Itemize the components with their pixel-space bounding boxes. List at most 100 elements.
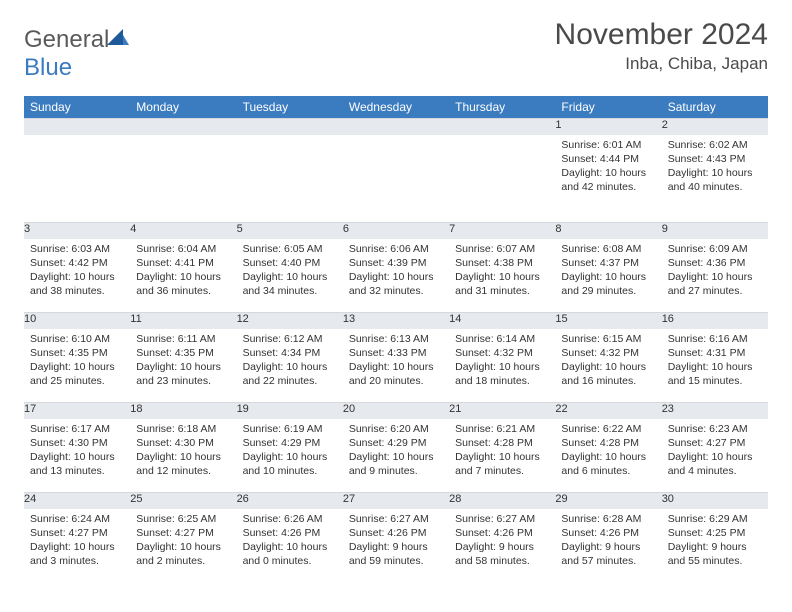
day-content: Sunrise: 6:07 AMSunset: 4:38 PMDaylight:… xyxy=(449,239,555,305)
day-content: Sunrise: 6:13 AMSunset: 4:33 PMDaylight:… xyxy=(343,329,449,395)
day-dl2: and 31 minutes. xyxy=(455,284,549,298)
day-sr: Sunrise: 6:22 AM xyxy=(561,422,655,436)
day-ss: Sunset: 4:30 PM xyxy=(136,436,230,450)
day-cell: Sunrise: 6:03 AMSunset: 4:42 PMDaylight:… xyxy=(24,239,130,313)
day-number: 5 xyxy=(237,223,343,239)
empty-day-number xyxy=(343,119,449,135)
day-dl1: Daylight: 10 hours xyxy=(30,360,124,374)
day-ss: Sunset: 4:37 PM xyxy=(561,256,655,270)
day-dl2: and 2 minutes. xyxy=(136,554,230,568)
logo-word1: General xyxy=(24,26,109,53)
day-dl1: Daylight: 10 hours xyxy=(668,270,762,284)
day-content: Sunrise: 6:22 AMSunset: 4:28 PMDaylight:… xyxy=(555,419,661,485)
day-number: 12 xyxy=(237,313,343,329)
empty-day-number xyxy=(24,119,130,135)
day-dl2: and 59 minutes. xyxy=(349,554,443,568)
day-dl1: Daylight: 10 hours xyxy=(561,450,655,464)
day-cell: Sunrise: 6:21 AMSunset: 4:28 PMDaylight:… xyxy=(449,419,555,493)
day-number: 22 xyxy=(555,403,661,419)
day-sr: Sunrise: 6:28 AM xyxy=(561,512,655,526)
day-cell: Sunrise: 6:20 AMSunset: 4:29 PMDaylight:… xyxy=(343,419,449,493)
empty-day-number xyxy=(237,119,343,135)
day-dl2: and 20 minutes. xyxy=(349,374,443,388)
day-dl1: Daylight: 10 hours xyxy=(349,270,443,284)
day-number: 16 xyxy=(662,313,768,329)
day-sr: Sunrise: 6:15 AM xyxy=(561,332,655,346)
day-dl1: Daylight: 10 hours xyxy=(243,360,337,374)
location: Inba, Chiba, Japan xyxy=(555,54,768,74)
day-sr: Sunrise: 6:13 AM xyxy=(349,332,443,346)
day-ss: Sunset: 4:28 PM xyxy=(455,436,549,450)
day-number: 28 xyxy=(449,493,555,509)
day-ss: Sunset: 4:27 PM xyxy=(30,526,124,540)
day-dl2: and 27 minutes. xyxy=(668,284,762,298)
day-dl2: and 34 minutes. xyxy=(243,284,337,298)
day-ss: Sunset: 4:27 PM xyxy=(668,436,762,450)
day-ss: Sunset: 4:35 PM xyxy=(136,346,230,360)
day-ss: Sunset: 4:29 PM xyxy=(243,436,337,450)
day-cell: Sunrise: 6:28 AMSunset: 4:26 PMDaylight:… xyxy=(555,509,661,583)
day-cell: Sunrise: 6:18 AMSunset: 4:30 PMDaylight:… xyxy=(130,419,236,493)
day-ss: Sunset: 4:40 PM xyxy=(243,256,337,270)
day-sr: Sunrise: 6:17 AM xyxy=(30,422,124,436)
day-number: 1 xyxy=(555,119,661,135)
day-cell: Sunrise: 6:14 AMSunset: 4:32 PMDaylight:… xyxy=(449,329,555,403)
day-dl1: Daylight: 10 hours xyxy=(136,540,230,554)
day-number: 18 xyxy=(130,403,236,419)
day-ss: Sunset: 4:29 PM xyxy=(349,436,443,450)
day-dl1: Daylight: 9 hours xyxy=(561,540,655,554)
day-dl1: Daylight: 10 hours xyxy=(136,360,230,374)
day-number: 25 xyxy=(130,493,236,509)
day-dl2: and 4 minutes. xyxy=(668,464,762,478)
day-cell: Sunrise: 6:27 AMSunset: 4:26 PMDaylight:… xyxy=(449,509,555,583)
day-ss: Sunset: 4:35 PM xyxy=(30,346,124,360)
day-ss: Sunset: 4:42 PM xyxy=(30,256,124,270)
day-cell: Sunrise: 6:04 AMSunset: 4:41 PMDaylight:… xyxy=(130,239,236,313)
day-sr: Sunrise: 6:18 AM xyxy=(136,422,230,436)
day-sr: Sunrise: 6:23 AM xyxy=(668,422,762,436)
day-number: 20 xyxy=(343,403,449,419)
day-number-row: 12 xyxy=(24,119,768,135)
day-cell xyxy=(449,135,555,223)
day-sr: Sunrise: 6:07 AM xyxy=(455,242,549,256)
title-block: November 2024 Inba, Chiba, Japan xyxy=(555,18,768,74)
day-number: 21 xyxy=(449,403,555,419)
calendar-body: 12Sunrise: 6:01 AMSunset: 4:44 PMDayligh… xyxy=(24,119,768,583)
day-number: 4 xyxy=(130,223,236,239)
day-dl1: Daylight: 10 hours xyxy=(561,166,655,180)
week-row: Sunrise: 6:17 AMSunset: 4:30 PMDaylight:… xyxy=(24,419,768,493)
day-content: Sunrise: 6:03 AMSunset: 4:42 PMDaylight:… xyxy=(24,239,130,305)
day-content: Sunrise: 6:26 AMSunset: 4:26 PMDaylight:… xyxy=(237,509,343,575)
day-number-row: 3456789 xyxy=(24,223,768,239)
day-ss: Sunset: 4:41 PM xyxy=(136,256,230,270)
day-dl1: Daylight: 10 hours xyxy=(349,360,443,374)
day-dl1: Daylight: 10 hours xyxy=(243,270,337,284)
day-dl2: and 25 minutes. xyxy=(30,374,124,388)
day-number: 8 xyxy=(555,223,661,239)
day-ss: Sunset: 4:43 PM xyxy=(668,152,762,166)
day-cell: Sunrise: 6:01 AMSunset: 4:44 PMDaylight:… xyxy=(555,135,661,223)
weekday-header: Monday xyxy=(130,96,236,119)
day-dl2: and 12 minutes. xyxy=(136,464,230,478)
day-dl1: Daylight: 10 hours xyxy=(136,450,230,464)
day-cell: Sunrise: 6:24 AMSunset: 4:27 PMDaylight:… xyxy=(24,509,130,583)
day-cell: Sunrise: 6:05 AMSunset: 4:40 PMDaylight:… xyxy=(237,239,343,313)
day-sr: Sunrise: 6:21 AM xyxy=(455,422,549,436)
day-content: Sunrise: 6:18 AMSunset: 4:30 PMDaylight:… xyxy=(130,419,236,485)
day-ss: Sunset: 4:26 PM xyxy=(561,526,655,540)
day-ss: Sunset: 4:32 PM xyxy=(561,346,655,360)
header: General Blue November 2024 Inba, Chiba, … xyxy=(24,18,768,82)
day-cell: Sunrise: 6:07 AMSunset: 4:38 PMDaylight:… xyxy=(449,239,555,313)
day-sr: Sunrise: 6:12 AM xyxy=(243,332,337,346)
day-content: Sunrise: 6:05 AMSunset: 4:40 PMDaylight:… xyxy=(237,239,343,305)
day-dl2: and 42 minutes. xyxy=(561,180,655,194)
day-dl1: Daylight: 10 hours xyxy=(561,270,655,284)
day-cell xyxy=(343,135,449,223)
day-dl1: Daylight: 10 hours xyxy=(455,360,549,374)
day-cell: Sunrise: 6:22 AMSunset: 4:28 PMDaylight:… xyxy=(555,419,661,493)
day-number: 19 xyxy=(237,403,343,419)
day-content: Sunrise: 6:24 AMSunset: 4:27 PMDaylight:… xyxy=(24,509,130,575)
day-ss: Sunset: 4:28 PM xyxy=(561,436,655,450)
day-dl2: and 32 minutes. xyxy=(349,284,443,298)
day-dl1: Daylight: 10 hours xyxy=(30,270,124,284)
